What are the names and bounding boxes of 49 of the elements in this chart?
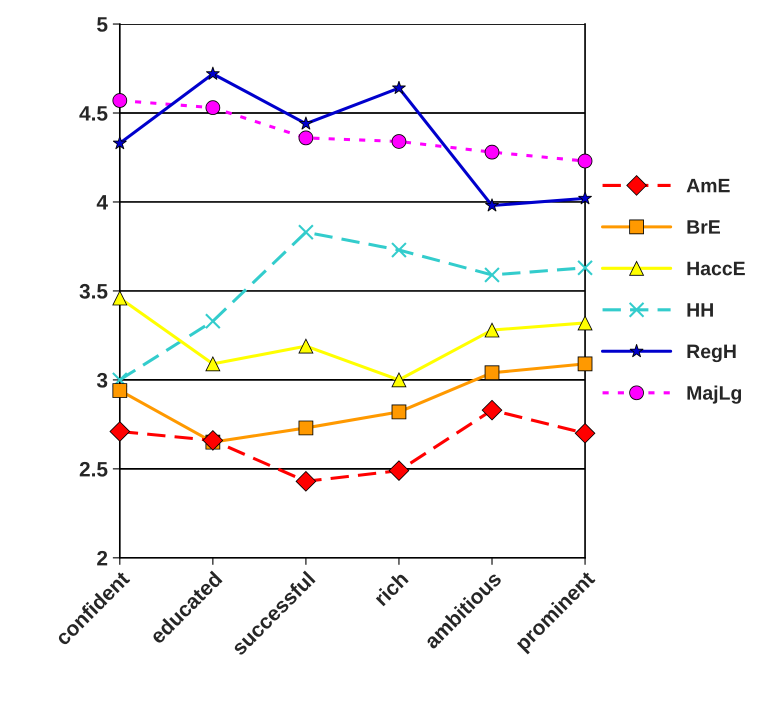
legend-label: BrE [687,220,720,234]
point [484,266,500,283]
point [206,66,220,80]
point [484,144,500,160]
y-tick-label: 2 [97,550,108,566]
point [392,80,406,94]
point [112,93,128,108]
point [392,372,406,388]
point [482,400,502,420]
point [578,191,592,204]
legend-label: HaccE [687,262,745,276]
point [298,224,314,240]
y-tick-label: 3.5 [80,284,108,299]
point [578,154,592,168]
point [110,421,130,442]
point [574,423,596,444]
point [298,420,314,436]
y-tick-label: 2.5 [80,462,108,477]
y-tick-label: 3 [96,372,108,388]
point [112,290,128,306]
point [578,356,592,372]
point [392,404,406,420]
point [298,338,314,354]
point [205,356,220,372]
point [484,322,500,338]
point [296,471,316,492]
x-tick-label: rich [372,570,409,606]
point [298,116,313,130]
legend-label: HH [687,303,713,317]
point [112,383,128,398]
legend-label: MajLg [687,386,742,404]
point [388,460,410,481]
point [112,372,128,388]
point [484,198,500,212]
y-tick-label: 5 [97,17,108,32]
legend-label: AmE [686,178,730,192]
point [578,316,592,330]
point [112,136,127,150]
point [202,430,224,451]
legend-label: RegH [687,344,736,362]
y-tick-label: 4.5 [79,106,108,121]
point [204,313,221,330]
point [484,365,500,380]
point [577,260,594,276]
point [392,134,406,149]
point [205,100,220,116]
point [298,130,314,146]
point [390,242,407,258]
y-tick-label: 4 [96,195,108,210]
